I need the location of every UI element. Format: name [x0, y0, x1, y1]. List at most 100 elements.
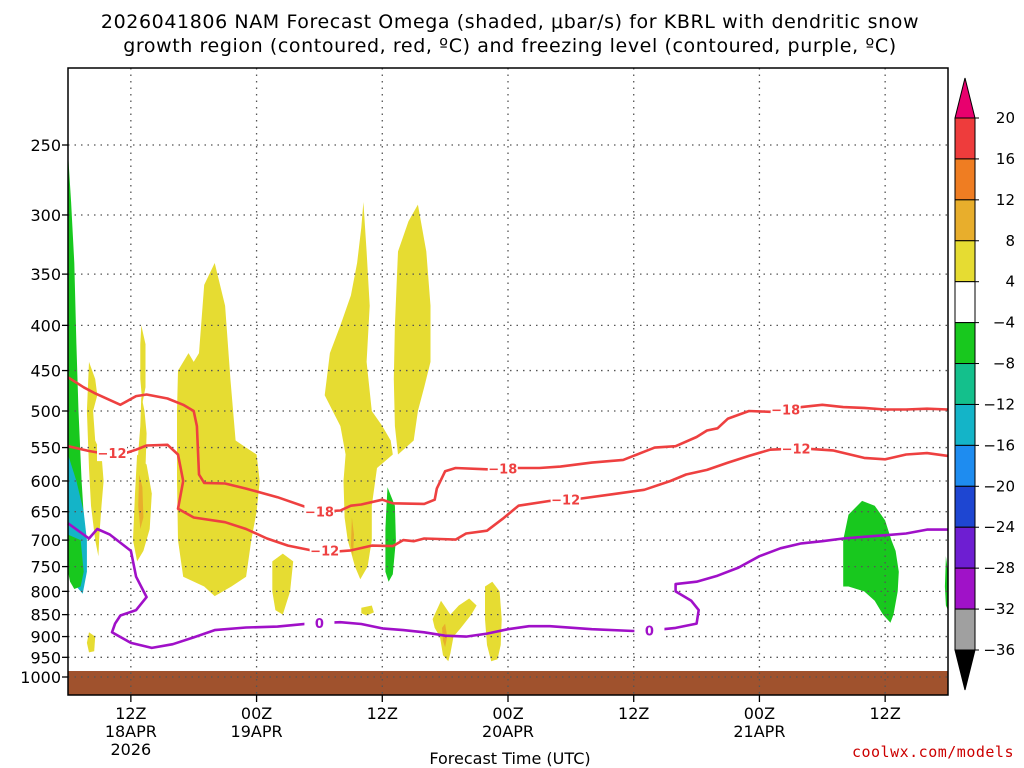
contour-dgz-minus12-label-bg [309, 542, 340, 559]
colorbar-label: −4 [993, 314, 1015, 332]
contour-freezing-level [67, 522, 948, 650]
y-tick-label: 950 [30, 648, 61, 667]
colorbar-label: −20 [983, 477, 1015, 495]
contour-freezing-level-label-bg [304, 615, 335, 632]
contour-freezing-level-label-bg [634, 622, 665, 639]
x-tick-label: 12Z [367, 704, 398, 723]
colorbar-box [954, 485, 976, 528]
credit-label: coolwx.com/models [852, 743, 1014, 761]
y-tick-label: 250 [30, 136, 61, 155]
contour-dgz-minus12-label: −12 [98, 447, 127, 462]
y-tick-label: 600 [30, 472, 61, 491]
x-tick-label: 19APR [231, 722, 283, 741]
chart-title-line-1: 2026041806 NAM Forecast Omega (shaded, μ… [101, 11, 919, 33]
x-tick-label: 18APR [105, 722, 157, 741]
y-tick-label: 1000 [20, 668, 61, 687]
contour-dgz-minus12-label: −12 [782, 442, 811, 457]
contour-dgz-minus18-label-bg [487, 460, 518, 477]
contour-dgz-minus12 [67, 443, 949, 554]
omega-region [140, 325, 146, 404]
chart-title-line-2: growth region (contoured, red, ºC) and f… [123, 35, 897, 57]
colorbar-box [954, 363, 976, 405]
colorbar-box [954, 526, 976, 569]
y-tick-label: 500 [30, 402, 61, 421]
colorbar-label: −24 [983, 518, 1015, 536]
colorbar-label: −36 [983, 641, 1015, 659]
omega-region [68, 152, 86, 549]
colorbar-box [954, 117, 976, 160]
x-tick-label: 00Z [241, 704, 272, 723]
x-tick-label: 12Z [115, 704, 146, 723]
y-tick-label: 800 [30, 582, 61, 601]
colorbar-label: 20 [996, 109, 1015, 127]
grid-lines [68, 68, 948, 695]
omega-region [86, 632, 96, 653]
omega-region [393, 204, 431, 455]
contour-dgz-minus18-label-bg [304, 503, 335, 520]
colorbar-box [954, 199, 976, 242]
omega-region [385, 487, 396, 582]
contour-dgz-minus12-label: −12 [310, 544, 339, 559]
contour-dgz-minus18-label-bg [770, 401, 801, 418]
terrain-band [68, 671, 948, 695]
omega-region [272, 553, 294, 615]
y-tick-label: 550 [30, 439, 61, 458]
omega-shading-layer [68, 152, 948, 662]
contour-dgz-minus18-label: −18 [771, 403, 800, 418]
omega-colorbar: 20 16 12 8 4 −4 −8 −12 −16 −20 −24 −28 −32 −36 [954, 77, 1015, 691]
colorbar-label: 4 [1005, 273, 1015, 291]
omega-region [138, 474, 144, 529]
y-tick-label: 900 [30, 628, 61, 647]
y-tick-label: 450 [30, 362, 61, 381]
x-tick-label: 20APR [482, 722, 534, 741]
contour-dgz-minus18-label: −18 [488, 463, 517, 478]
omega-region [944, 556, 948, 611]
colorbar-label: −16 [983, 436, 1015, 454]
colorbar-box [954, 240, 976, 283]
y-tick-label: 700 [30, 531, 61, 550]
y-tick-label: 400 [30, 316, 61, 335]
colorbar-label: 12 [996, 191, 1015, 209]
x-tick-label: 00Z [492, 704, 523, 723]
colorbar-label: −28 [983, 559, 1015, 577]
ground-surface [68, 671, 948, 695]
colorbar-box [954, 322, 976, 365]
contour-freezing-level-label: 0 [645, 625, 654, 640]
omega-region [324, 202, 393, 580]
x-tick-label: 12Z [869, 704, 900, 723]
contour-dgz-minus12-label-bg [550, 491, 581, 508]
omega-region [432, 598, 477, 662]
contour-freezing-level-label: 0 [315, 617, 324, 632]
omega-region [86, 361, 104, 557]
colorbar-box [954, 444, 976, 487]
x-tick-label: 00Z [744, 704, 775, 723]
colorbar-box [954, 608, 976, 651]
y-tick-label: 850 [30, 606, 61, 625]
x-tick-label: 21APR [733, 722, 785, 741]
omega-region [177, 263, 260, 597]
colorbar-label: 8 [1005, 232, 1015, 250]
x-tick-label: 2026 [110, 740, 151, 759]
omega-region [843, 500, 899, 623]
x-tick-label: 12Z [618, 704, 649, 723]
colorbar-box [954, 567, 976, 610]
omega-region [485, 581, 502, 662]
contour-dgz-minus18-label: −18 [305, 506, 334, 521]
colorbar-bottom-triangle [954, 649, 976, 691]
colorbar-box [954, 403, 976, 446]
colorbar-label: −32 [983, 600, 1015, 618]
contour-layer: −12 −12 −12 −12 −18 −18 −18 0 0 [67, 376, 949, 650]
y-tick-label: 650 [30, 503, 61, 522]
y-tick-label: 350 [30, 265, 61, 284]
omega-region [68, 534, 84, 589]
omega-region [350, 517, 354, 557]
colorbar-label: 16 [996, 150, 1015, 168]
omega-region [361, 605, 374, 616]
contour-dgz-minus12-label-bg [97, 445, 127, 462]
y-tick-label: 750 [30, 558, 61, 577]
colorbar-box [954, 281, 976, 324]
colorbar-top-triangle [954, 77, 976, 119]
y-axis-ticks: 250 300 350 400 450 500 550 600 650 700 750 800 850 9… [20, 136, 68, 687]
